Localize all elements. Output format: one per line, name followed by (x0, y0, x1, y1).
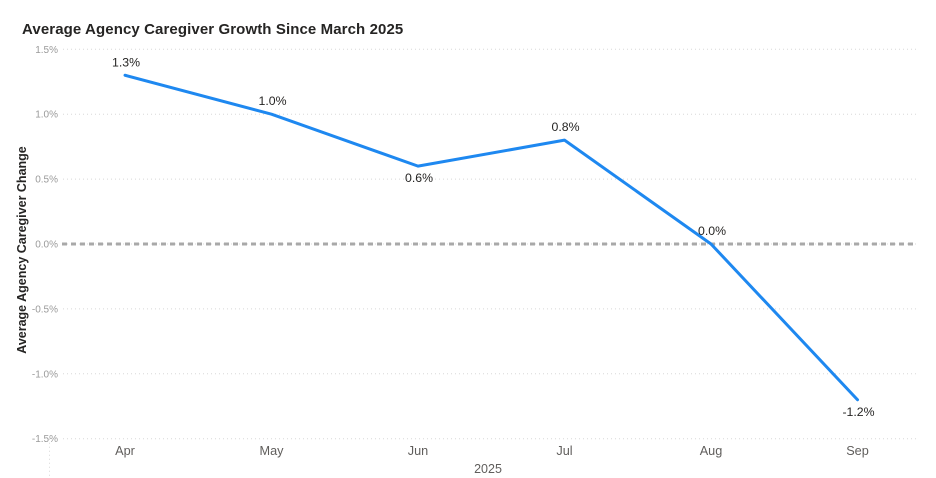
x-tick-label: Jun (408, 444, 428, 458)
x-axis-tick-labels: Apr May Jun Jul Aug Sep (115, 444, 869, 458)
y-tick-label: 0.5% (35, 175, 58, 186)
y-axis-title: Average Agency Caregiver Change (15, 146, 29, 354)
data-point-labels: 1.3% 1.0% 0.6% 0.8% 0.0% -1.2% (112, 55, 875, 419)
data-label: 0.6% (405, 171, 433, 185)
data-series-line[interactable] (123, 73, 859, 402)
x-tick-label: Apr (115, 444, 136, 458)
x-axis-title: 2025 (474, 462, 502, 476)
data-label: 0.8% (551, 120, 579, 134)
y-tick-label: -0.5% (32, 304, 58, 315)
x-tick-label: Jul (556, 444, 572, 458)
y-axis-tick-labels: 1.5% 1.0% 0.5% 0.0% -0.5% -1.0% -1.5% (32, 45, 58, 445)
chart-title: Average Agency Caregiver Growth Since Ma… (22, 21, 404, 38)
data-label: 0.0% (698, 224, 726, 238)
y-tick-label: -1.5% (32, 434, 58, 445)
y-tick-label: 1.0% (35, 110, 58, 121)
data-label: -1.2% (842, 405, 874, 419)
y-tick-label: 0.0% (35, 240, 58, 251)
y-tick-label: -1.0% (32, 369, 58, 380)
y-tick-label: 1.5% (35, 45, 58, 56)
data-label: 1.3% (112, 55, 140, 69)
x-tick-label: Sep (846, 444, 869, 458)
x-tick-label: May (260, 444, 285, 458)
x-tick-label: Aug (700, 444, 723, 458)
data-label: 1.0% (258, 94, 286, 108)
